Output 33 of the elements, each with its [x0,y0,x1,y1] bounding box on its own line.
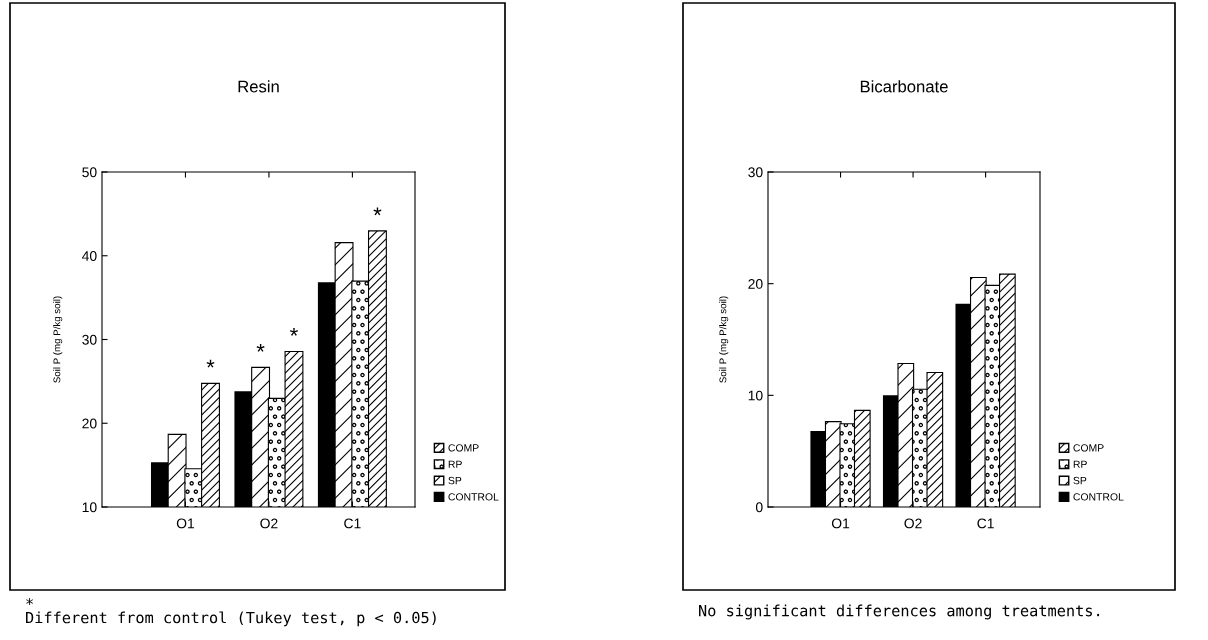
text: * Different from control (Tukey test, p < 0.05) [26,598,436,627]
y-tick-label: 40 [82,251,97,261]
y-tick-label: 10 [82,502,97,513]
data-label: * [256,343,265,352]
legend-label: CONTROL [448,493,499,501]
x-tick-label: C1 [344,518,361,529]
x-tick-label: O1 [176,518,195,529]
x-tick-label: O1 [831,518,850,529]
legend-label: RP [448,460,462,468]
y-tick-label: 30 [82,334,97,345]
y-tick-label: 50 [82,167,97,178]
legend-label: SP [1073,476,1087,485]
y-tick-label: 20 [748,279,763,289]
y-tick-label: 20 [82,418,97,429]
legend-label: SP [448,476,462,485]
legend-label: COMP [448,444,479,452]
text: No significant differences among treatments. [699,604,1100,620]
y-axis-title: Soil P (mg P/kg soil) [53,296,63,383]
y-axis-title: Soil P (mg P/kg soil) [719,296,729,383]
x-tick-label: O2 [260,518,278,529]
legend-label: COMP [1073,444,1104,452]
data-label: * [290,328,298,336]
data-label: * [373,207,382,216]
data-label: * [206,359,215,368]
x-tick-label: O2 [904,518,922,529]
y-tick-label: 0 [755,502,763,513]
chart-title: Bicarbonate [860,80,948,93]
y-tick-label: 30 [748,167,763,178]
y-tick-label: 10 [748,390,763,401]
x-tick-label: C1 [977,518,994,529]
chart-title: Resin [238,80,279,93]
legend-label: CONTROL [1073,493,1124,501]
legend-label: RP [1073,460,1087,468]
